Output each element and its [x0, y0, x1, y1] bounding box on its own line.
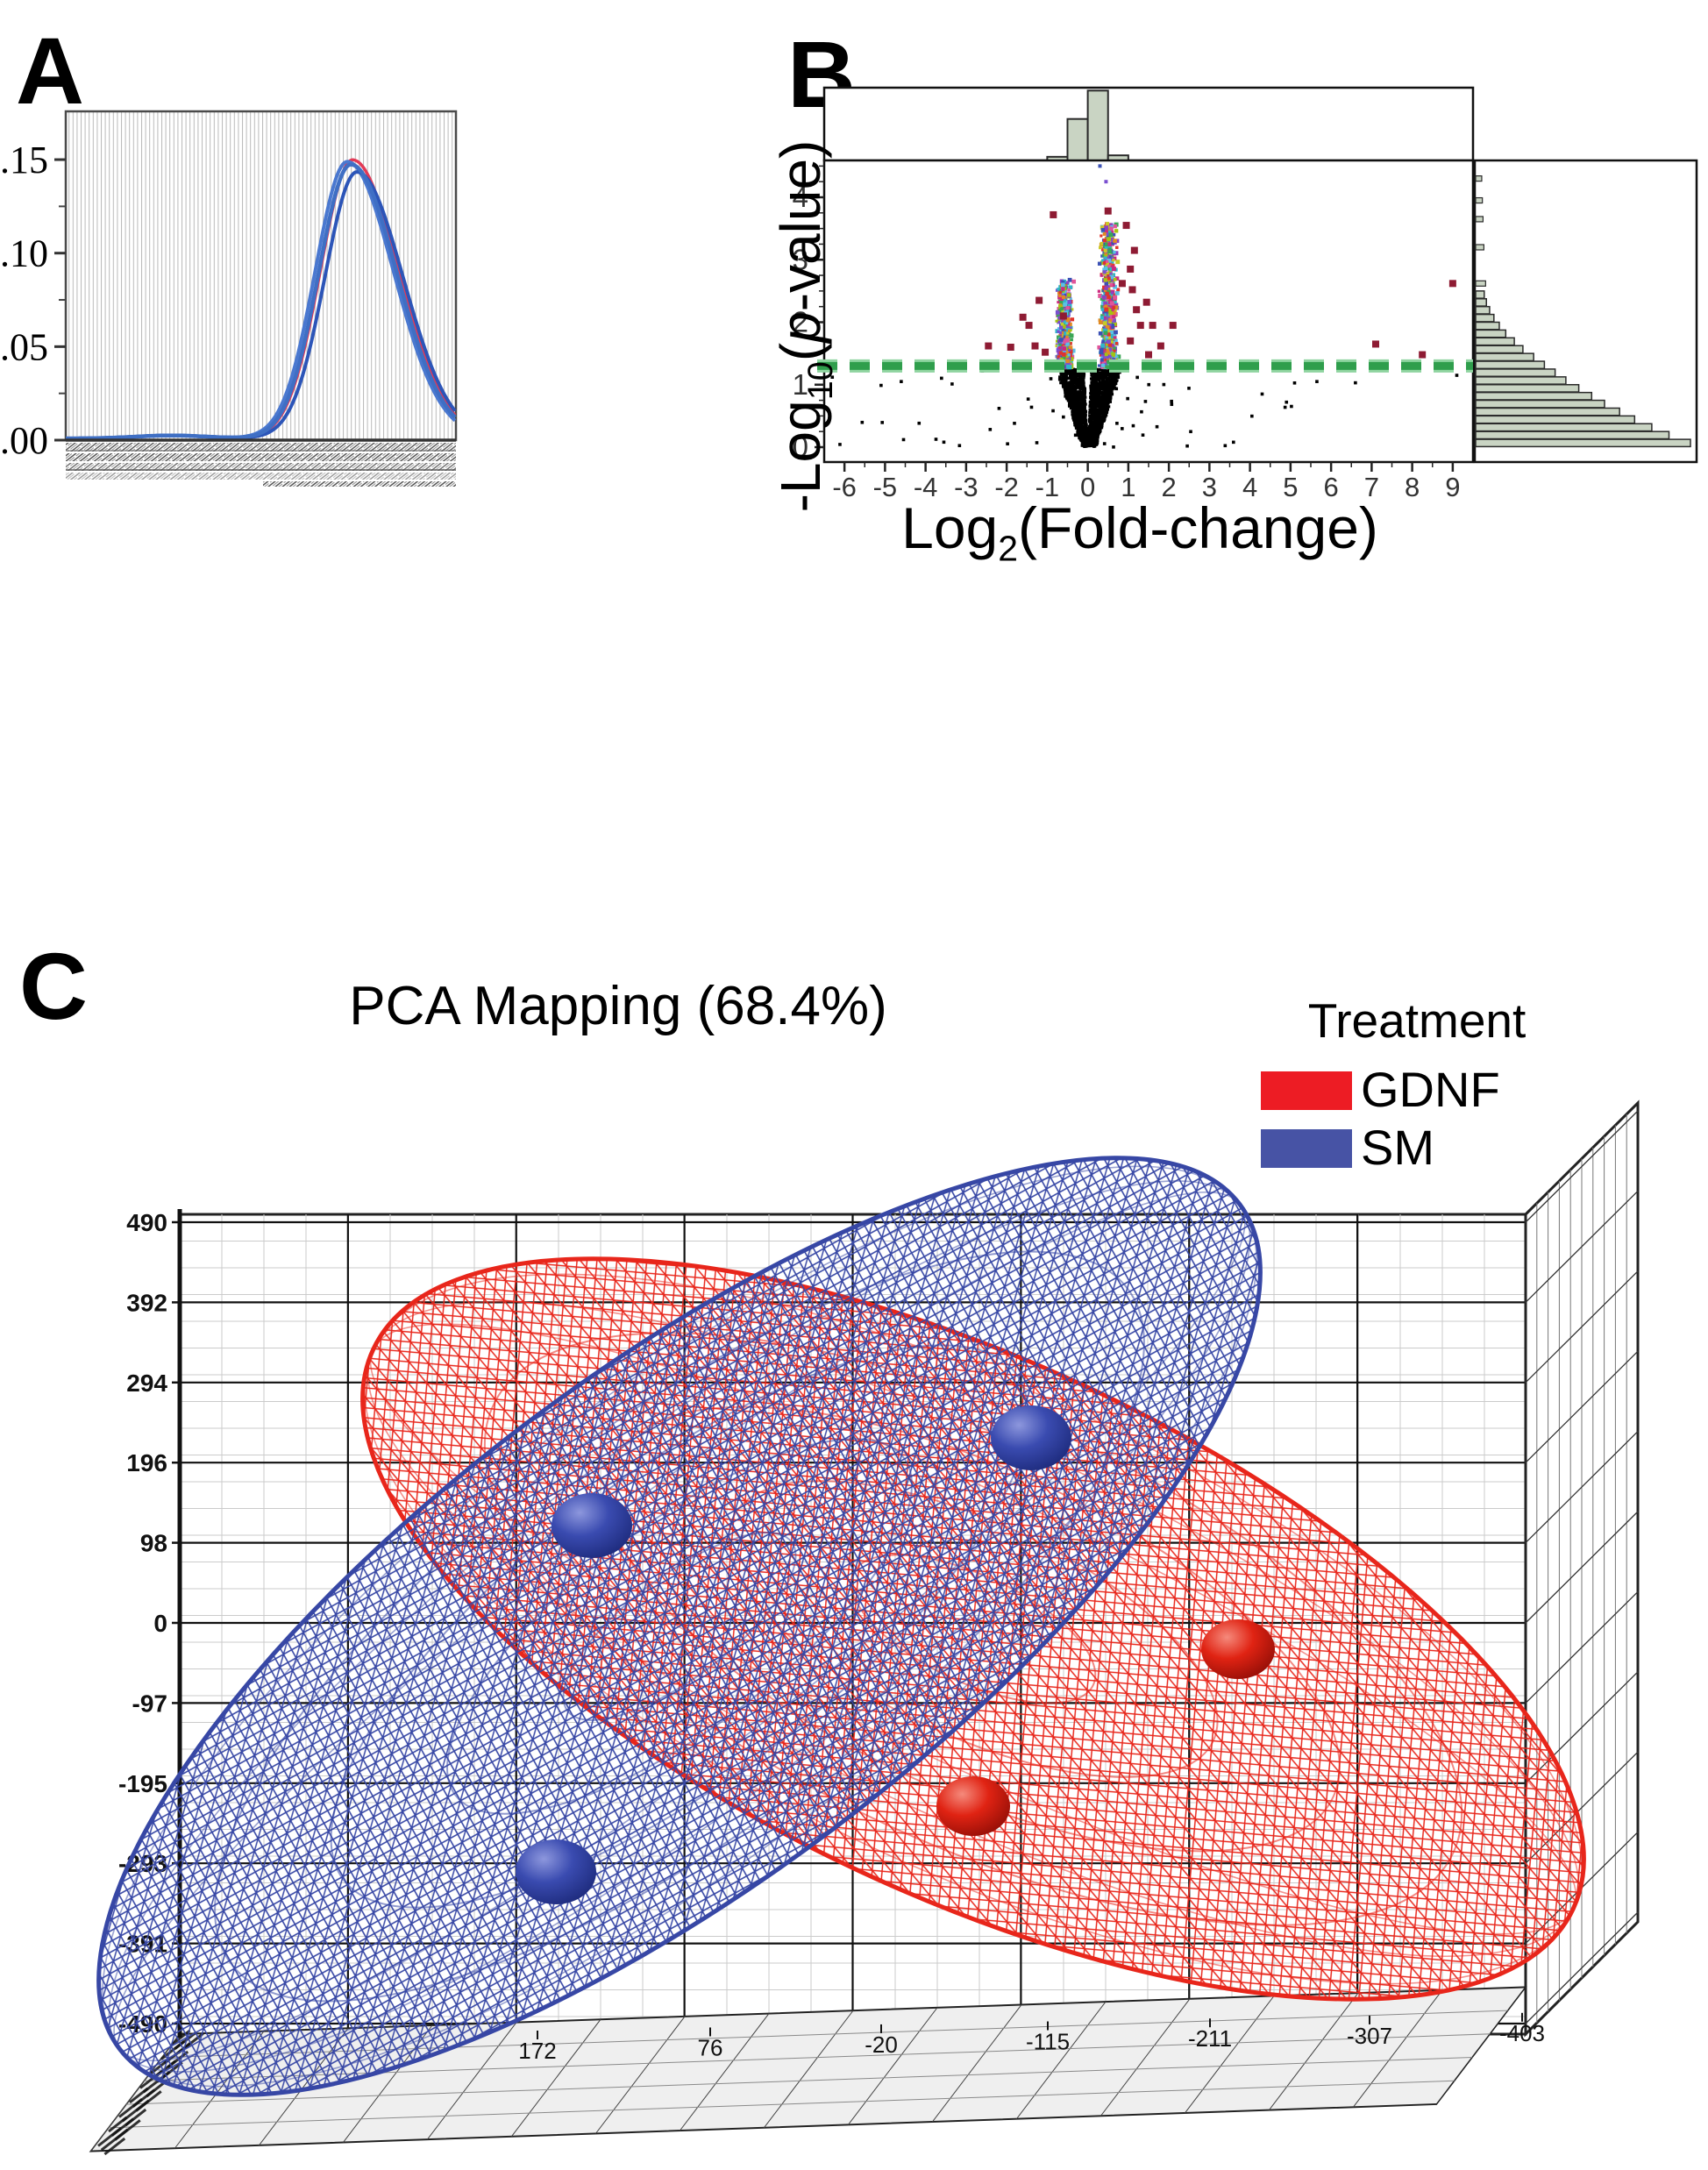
svg-text:-Log10(p-value): -Log10(p-value): [769, 140, 840, 513]
svg-text:0: 0: [1080, 472, 1095, 502]
svg-text:1: 1: [1121, 472, 1135, 502]
svg-text:3: 3: [793, 243, 808, 275]
svg-text:3: 3: [1202, 472, 1217, 502]
svg-text:-307: -307: [1347, 2023, 1392, 2049]
panel-a-density-chart: 0.00 0.05 0.10 0.15: [0, 110, 458, 487]
svg-text:1: 1: [793, 368, 808, 401]
svg-text:76: 76: [698, 2034, 723, 2060]
panel-c-pca-chart: 490392294196980-97-195-293-391-49017276-…: [89, 1099, 1640, 2156]
panel-b-volcano-chart: -6 -5 -4 -3 -2 -1 0 1 2 3 4 5 6 7 8 901234Log2(Fold-cha…: [769, 86, 1698, 569]
svg-text:-115: -115: [1026, 2029, 1070, 2055]
svg-text:8: 8: [1405, 472, 1420, 502]
svg-text:-97: -97: [132, 1690, 167, 1717]
svg-text:172: 172: [518, 2038, 556, 2064]
legend-label-sm: SM: [1361, 1120, 1434, 1175]
legend-label-gdnf: GDNF: [1361, 1062, 1500, 1117]
svg-text:-211: -211: [1188, 2025, 1232, 2052]
svg-text:294: 294: [126, 1370, 167, 1397]
svg-text:0.15: 0.15: [0, 139, 48, 181]
svg-text:7: 7: [1364, 472, 1379, 502]
legend-swatch-gdnf: [1261, 1071, 1352, 1110]
svg-text:2: 2: [1162, 472, 1177, 502]
svg-text:-4: -4: [914, 472, 938, 502]
svg-text:0: 0: [153, 1610, 167, 1637]
svg-text:-5: -5: [873, 472, 898, 502]
svg-text:6: 6: [1324, 472, 1339, 502]
svg-text:0: 0: [793, 430, 808, 463]
svg-text:0.05: 0.05: [0, 325, 48, 368]
svg-text:2: 2: [793, 306, 808, 338]
svg-text:490: 490: [126, 1209, 167, 1236]
svg-text:98: 98: [140, 1530, 167, 1557]
svg-text:4: 4: [1242, 472, 1257, 502]
svg-text:392: 392: [126, 1289, 167, 1316]
svg-text:-20: -20: [865, 2031, 898, 2058]
pca-title: PCA Mapping (68.4%): [349, 976, 886, 1036]
svg-text:0.10: 0.10: [0, 232, 48, 275]
svg-text:Log2(Fold-change): Log2(Fold-change): [901, 495, 1378, 569]
legend-title: Treatment: [1308, 993, 1527, 1048]
svg-text:-3: -3: [954, 472, 979, 502]
svg-text:9: 9: [1445, 472, 1460, 502]
panel-c-label: C: [19, 933, 88, 1039]
svg-text:5: 5: [1283, 472, 1298, 502]
svg-text:-6: -6: [832, 472, 857, 502]
svg-text:4: 4: [793, 181, 808, 213]
panel-a-label: A: [16, 18, 84, 124]
svg-text:-195: -195: [118, 1770, 167, 1797]
svg-text:-2: -2: [994, 472, 1019, 502]
svg-text:196: 196: [126, 1449, 167, 1476]
legend-swatch-sm: [1261, 1129, 1352, 1168]
svg-text:-1: -1: [1035, 472, 1060, 502]
svg-text:0.00: 0.00: [0, 419, 48, 462]
svg-text:-403: -403: [1499, 2020, 1545, 2046]
